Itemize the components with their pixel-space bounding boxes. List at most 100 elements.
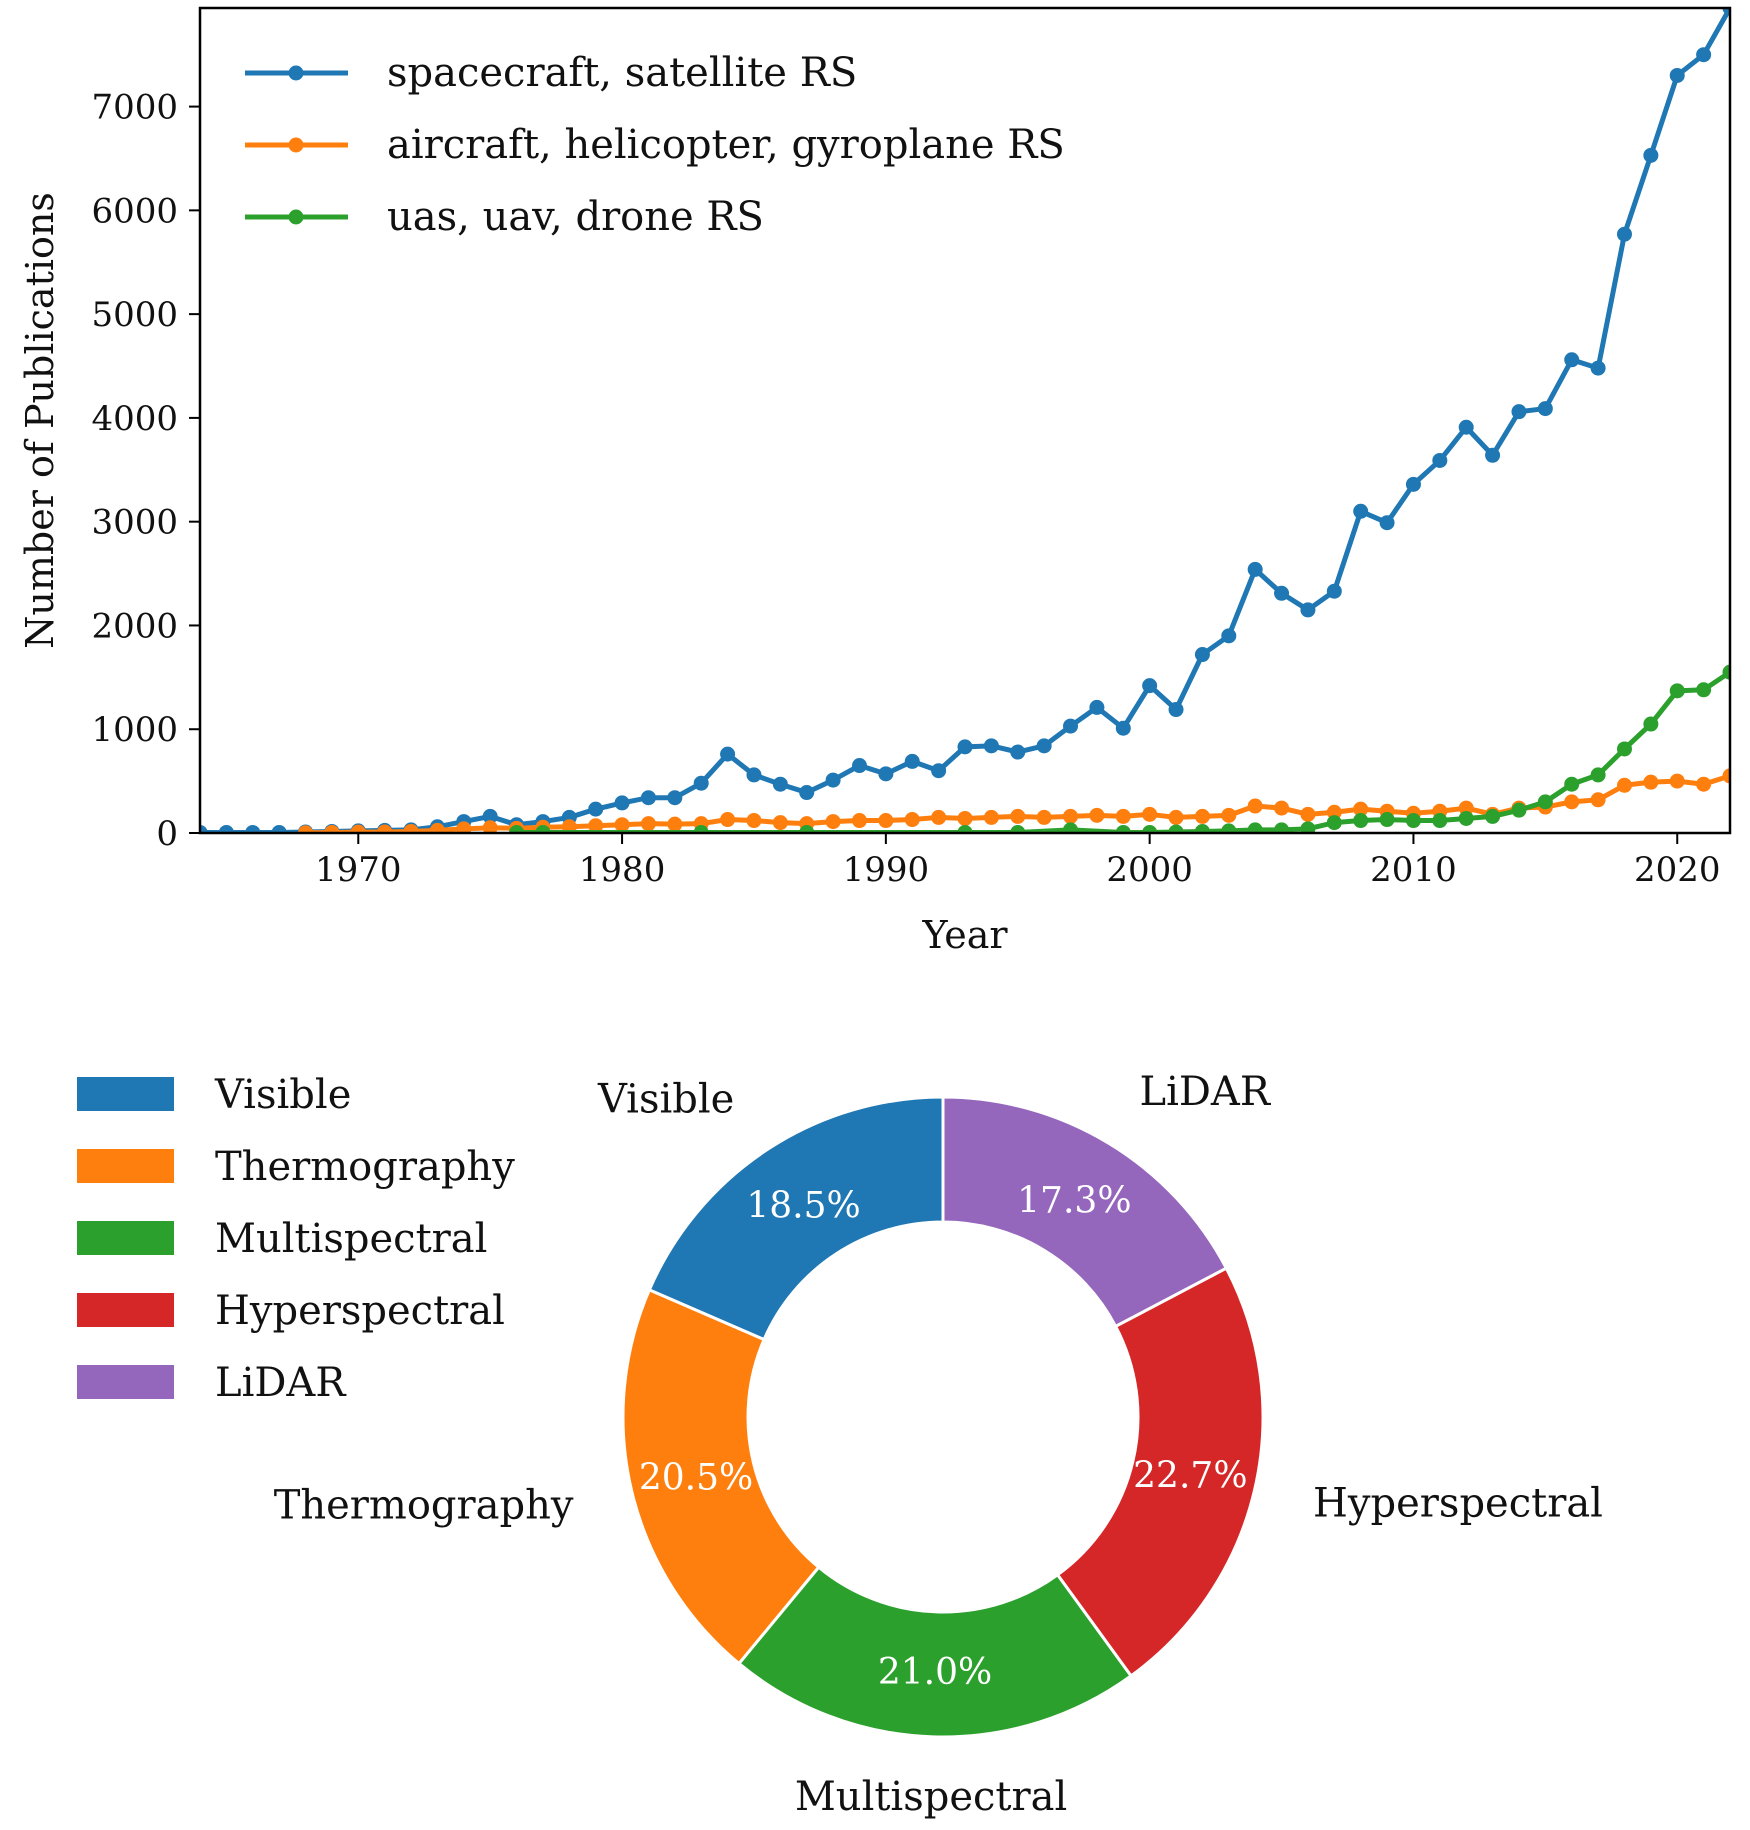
data-point <box>561 819 577 833</box>
data-point <box>1010 824 1026 833</box>
wedge-category-label: Visible <box>597 1076 734 1122</box>
data-point <box>1643 147 1659 163</box>
line-chart: 1970 1980 1990 2000 2010 2020 0 1000 2000 3000 40… <box>18 6 1732 957</box>
legend-entry: Multispectral <box>215 1216 487 1262</box>
legend-swatch <box>77 1293 174 1327</box>
data-point <box>588 801 604 817</box>
data-point <box>482 808 498 824</box>
data-point <box>614 817 630 833</box>
data-point <box>1063 718 1079 734</box>
data-point <box>200 824 208 833</box>
x-axis-label: Year <box>921 913 1008 957</box>
data-point <box>667 816 683 832</box>
data-point <box>1405 476 1421 492</box>
data-point <box>1036 809 1052 825</box>
data-point <box>350 824 366 833</box>
data-point <box>957 810 973 826</box>
data-point <box>746 767 762 783</box>
legend-marker <box>288 209 304 225</box>
data-point <box>1168 824 1184 833</box>
donut-legend: Visible Thermography Multispectral Hyperspe… <box>77 1072 515 1406</box>
data-point <box>1300 806 1316 822</box>
data-point <box>1537 794 1553 810</box>
legend-entry: uas, uav, drone RS <box>387 194 764 240</box>
data-point <box>1590 792 1606 808</box>
donut-wedge-multispectral <box>737 1565 1133 1739</box>
data-point <box>1405 813 1421 829</box>
data-point <box>799 824 815 833</box>
data-point <box>851 758 867 774</box>
line-legend: spacecraft, satellite RS aircraft, helico… <box>245 50 1065 240</box>
data-point <box>1511 802 1527 818</box>
legend-entry: Visible <box>214 1072 351 1118</box>
data-point <box>1590 360 1606 376</box>
data-point <box>482 820 498 833</box>
data-point <box>1221 823 1237 833</box>
legend-entry: Hyperspectral <box>215 1288 505 1334</box>
data-point <box>1300 821 1316 833</box>
data-point <box>1326 815 1342 831</box>
data-point <box>1353 801 1369 817</box>
legend-entry: Thermography <box>215 1144 515 1190</box>
y-tick-label: 6000 <box>91 191 178 231</box>
y-tick-label: 3000 <box>91 503 178 543</box>
data-point <box>957 824 973 833</box>
data-point <box>772 815 788 831</box>
data-point <box>693 824 709 833</box>
wedge-category-label: Thermography <box>274 1483 574 1529</box>
y-axis-label: Number of Publications <box>18 192 62 649</box>
legend-marker <box>288 137 304 153</box>
data-point <box>878 766 894 782</box>
data-point <box>904 753 920 769</box>
data-point <box>1722 664 1730 680</box>
data-point <box>1643 716 1659 732</box>
data-point <box>720 812 736 828</box>
data-point <box>931 809 947 825</box>
data-point <box>720 746 736 762</box>
data-point <box>1010 744 1026 760</box>
x-tick-label: 1970 <box>315 850 402 890</box>
y-tick-label: 5000 <box>91 295 178 335</box>
data-point <box>1089 699 1105 715</box>
data-point <box>1643 774 1659 790</box>
data-point <box>1353 503 1369 519</box>
data-point <box>640 790 656 806</box>
data-point <box>1616 777 1632 793</box>
data-point <box>1616 226 1632 242</box>
data-point <box>1247 822 1263 833</box>
data-point <box>1669 773 1685 789</box>
data-point <box>1142 824 1158 833</box>
y-tick-label: 4000 <box>91 399 178 439</box>
data-point <box>298 825 314 833</box>
data-point <box>1485 808 1501 824</box>
data-point <box>1194 823 1210 833</box>
data-point <box>509 824 525 833</box>
data-point <box>825 772 841 788</box>
data-point <box>825 814 841 830</box>
data-point <box>1696 776 1712 792</box>
legend-swatch <box>77 1077 174 1111</box>
wedge-percent-label: 22.7% <box>1133 1456 1247 1497</box>
y-tick-label: 1000 <box>91 710 178 750</box>
data-point <box>983 809 999 825</box>
data-point <box>218 824 234 833</box>
data-point <box>1063 808 1079 824</box>
data-point <box>957 739 973 755</box>
legend-entry: aircraft, helicopter, gyroplane RS <box>387 122 1065 168</box>
data-point <box>1379 812 1395 828</box>
data-point <box>614 795 630 811</box>
data-point <box>1194 647 1210 663</box>
donut-wedge-hyperspectral <box>1056 1266 1265 1678</box>
donut-wedge-lidar <box>941 1095 1228 1328</box>
data-point <box>377 824 393 833</box>
data-point <box>772 776 788 792</box>
data-point <box>904 812 920 828</box>
data-point <box>746 813 762 829</box>
data-point <box>1590 767 1606 783</box>
data-point <box>1194 808 1210 824</box>
data-point <box>429 822 445 833</box>
data-point <box>1379 515 1395 531</box>
wedge-percent-label: 18.5% <box>746 1186 860 1227</box>
data-point <box>931 763 947 779</box>
